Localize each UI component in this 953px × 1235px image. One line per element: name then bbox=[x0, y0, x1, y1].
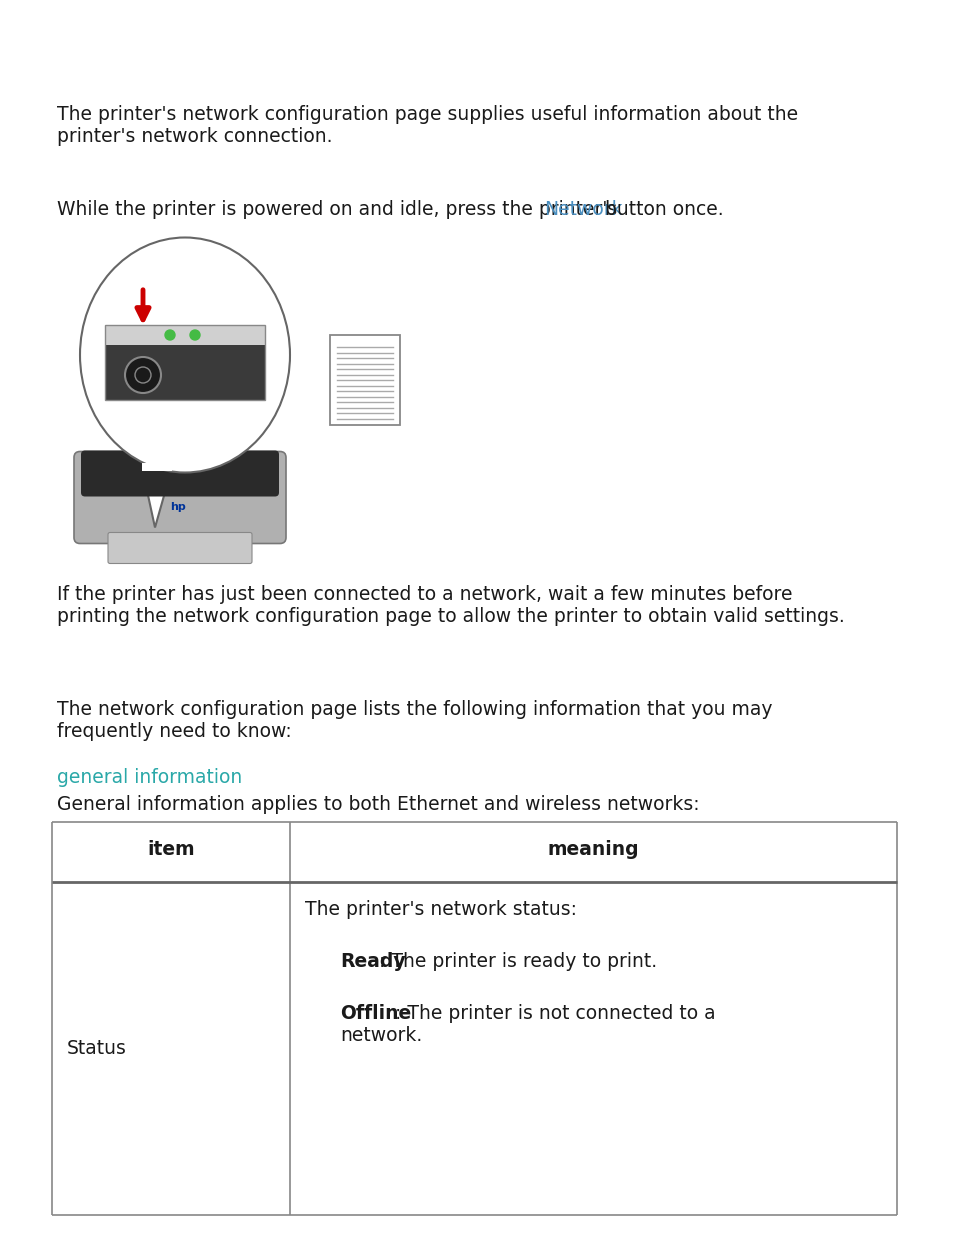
Text: meaning: meaning bbox=[547, 840, 639, 860]
Bar bbox=[330, 335, 399, 425]
Bar bbox=[105, 325, 265, 400]
Text: If the printer has just been connected to a network, wait a few minutes before: If the printer has just been connected t… bbox=[57, 585, 792, 604]
Circle shape bbox=[190, 330, 200, 340]
FancyBboxPatch shape bbox=[81, 451, 278, 496]
Polygon shape bbox=[142, 468, 172, 527]
Bar bbox=[105, 325, 265, 345]
Text: : The printer is ready to print.: : The printer is ready to print. bbox=[379, 952, 657, 971]
Ellipse shape bbox=[80, 237, 290, 473]
Text: general information: general information bbox=[57, 768, 242, 787]
Text: The network configuration page lists the following information that you may: The network configuration page lists the… bbox=[57, 700, 772, 719]
Text: network.: network. bbox=[339, 1026, 422, 1045]
Text: Network: Network bbox=[543, 200, 621, 219]
Bar bbox=[105, 345, 265, 400]
Text: The printer's network configuration page supplies useful information about the: The printer's network configuration page… bbox=[57, 105, 798, 124]
Circle shape bbox=[165, 330, 174, 340]
Circle shape bbox=[125, 357, 161, 393]
Text: printing the network configuration page to allow the printer to obtain valid set: printing the network configuration page … bbox=[57, 606, 843, 626]
Text: The printer's network status:: The printer's network status: bbox=[305, 900, 577, 919]
FancyBboxPatch shape bbox=[108, 532, 252, 563]
Text: Status: Status bbox=[67, 1039, 127, 1058]
Text: : The printer is not connected to a: : The printer is not connected to a bbox=[395, 1004, 715, 1023]
Text: frequently need to know:: frequently need to know: bbox=[57, 722, 292, 741]
Text: Ready: Ready bbox=[339, 952, 405, 971]
Text: Offline: Offline bbox=[339, 1004, 411, 1023]
Text: button once.: button once. bbox=[598, 200, 722, 219]
Text: While the printer is powered on and idle, press the printer's: While the printer is powered on and idle… bbox=[57, 200, 622, 219]
FancyBboxPatch shape bbox=[74, 452, 286, 543]
Text: item: item bbox=[147, 840, 194, 860]
Text: General information applies to both Ethernet and wireless networks:: General information applies to both Ethe… bbox=[57, 795, 699, 814]
Text: printer's network connection.: printer's network connection. bbox=[57, 127, 333, 146]
Text: hp: hp bbox=[170, 503, 186, 513]
Bar bbox=[142, 462, 172, 471]
